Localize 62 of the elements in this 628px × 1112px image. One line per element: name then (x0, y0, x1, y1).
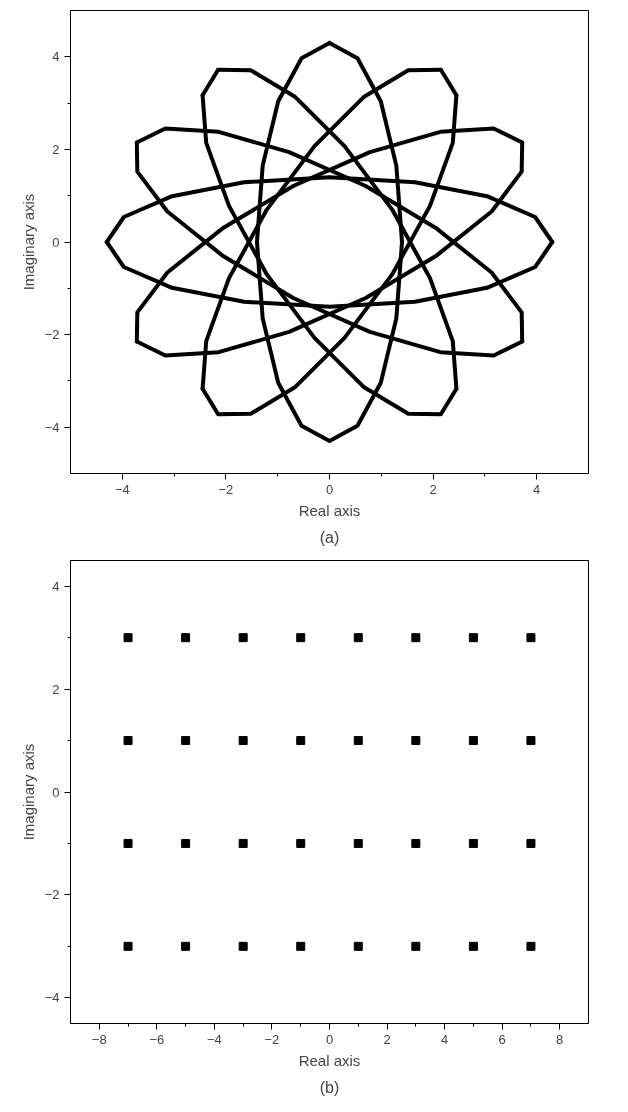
point (526, 633, 536, 643)
y-tick-label: −4 (44, 990, 60, 1006)
x-axis-title: Real axis (298, 501, 361, 519)
point (468, 838, 478, 848)
x-tick-label: −6 (149, 1031, 165, 1047)
text: (a) (319, 528, 340, 546)
x-tick-label: 6 (498, 1031, 506, 1047)
point (353, 633, 363, 643)
point (123, 736, 133, 746)
point (526, 736, 536, 746)
point (526, 838, 536, 848)
point (468, 633, 478, 643)
x-axis-title: Real axis (298, 1051, 361, 1069)
y-tick-label: 4 (52, 49, 60, 65)
text: (b) (319, 1078, 340, 1096)
point (526, 941, 536, 951)
point (468, 941, 478, 951)
point (181, 633, 191, 643)
y-tick-label: −2 (44, 327, 60, 343)
x-tick-label: 4 (533, 481, 541, 497)
point (353, 736, 363, 746)
point (468, 736, 478, 746)
point (238, 838, 248, 848)
x-tick-label: 8 (556, 1031, 564, 1047)
x-tick-label: −4 (206, 1031, 222, 1047)
point (238, 736, 248, 746)
point (411, 941, 421, 951)
y-tick-label: 0 (52, 234, 60, 250)
point (123, 633, 133, 643)
point (238, 633, 248, 643)
point (411, 838, 421, 848)
point (411, 736, 421, 746)
x-tick-label: −2 (264, 1031, 280, 1047)
point (296, 838, 306, 848)
point (123, 941, 133, 951)
point (296, 941, 306, 951)
y-tick-label: −4 (44, 419, 60, 435)
x-tick-label: −4 (114, 481, 130, 497)
x-tick-label: 2 (383, 1031, 391, 1047)
x-tick-label: 4 (441, 1031, 449, 1047)
point (181, 736, 191, 746)
x-tick-label: −8 (91, 1031, 107, 1047)
point (296, 736, 306, 746)
point (353, 941, 363, 951)
x-tick-label: 0 (325, 481, 334, 497)
y-axis-title: Imaginary axis (19, 193, 37, 291)
point (296, 633, 306, 643)
y-tick-label: 4 (52, 578, 60, 594)
point (181, 838, 191, 848)
y-axis-title: Imaginary axis (19, 743, 37, 841)
y-tick-label: −2 (44, 887, 60, 903)
x-tick-label: 0 (325, 1031, 334, 1047)
y-tick-label: 2 (52, 141, 60, 157)
point (411, 633, 421, 643)
point (353, 838, 363, 848)
y-tick-label: 2 (52, 681, 60, 697)
y-tick-label: 0 (52, 784, 60, 800)
x-tick-label: 2 (429, 481, 437, 497)
point (181, 941, 191, 951)
x-tick-label: −2 (218, 481, 234, 497)
point (238, 941, 248, 951)
point (123, 838, 133, 848)
